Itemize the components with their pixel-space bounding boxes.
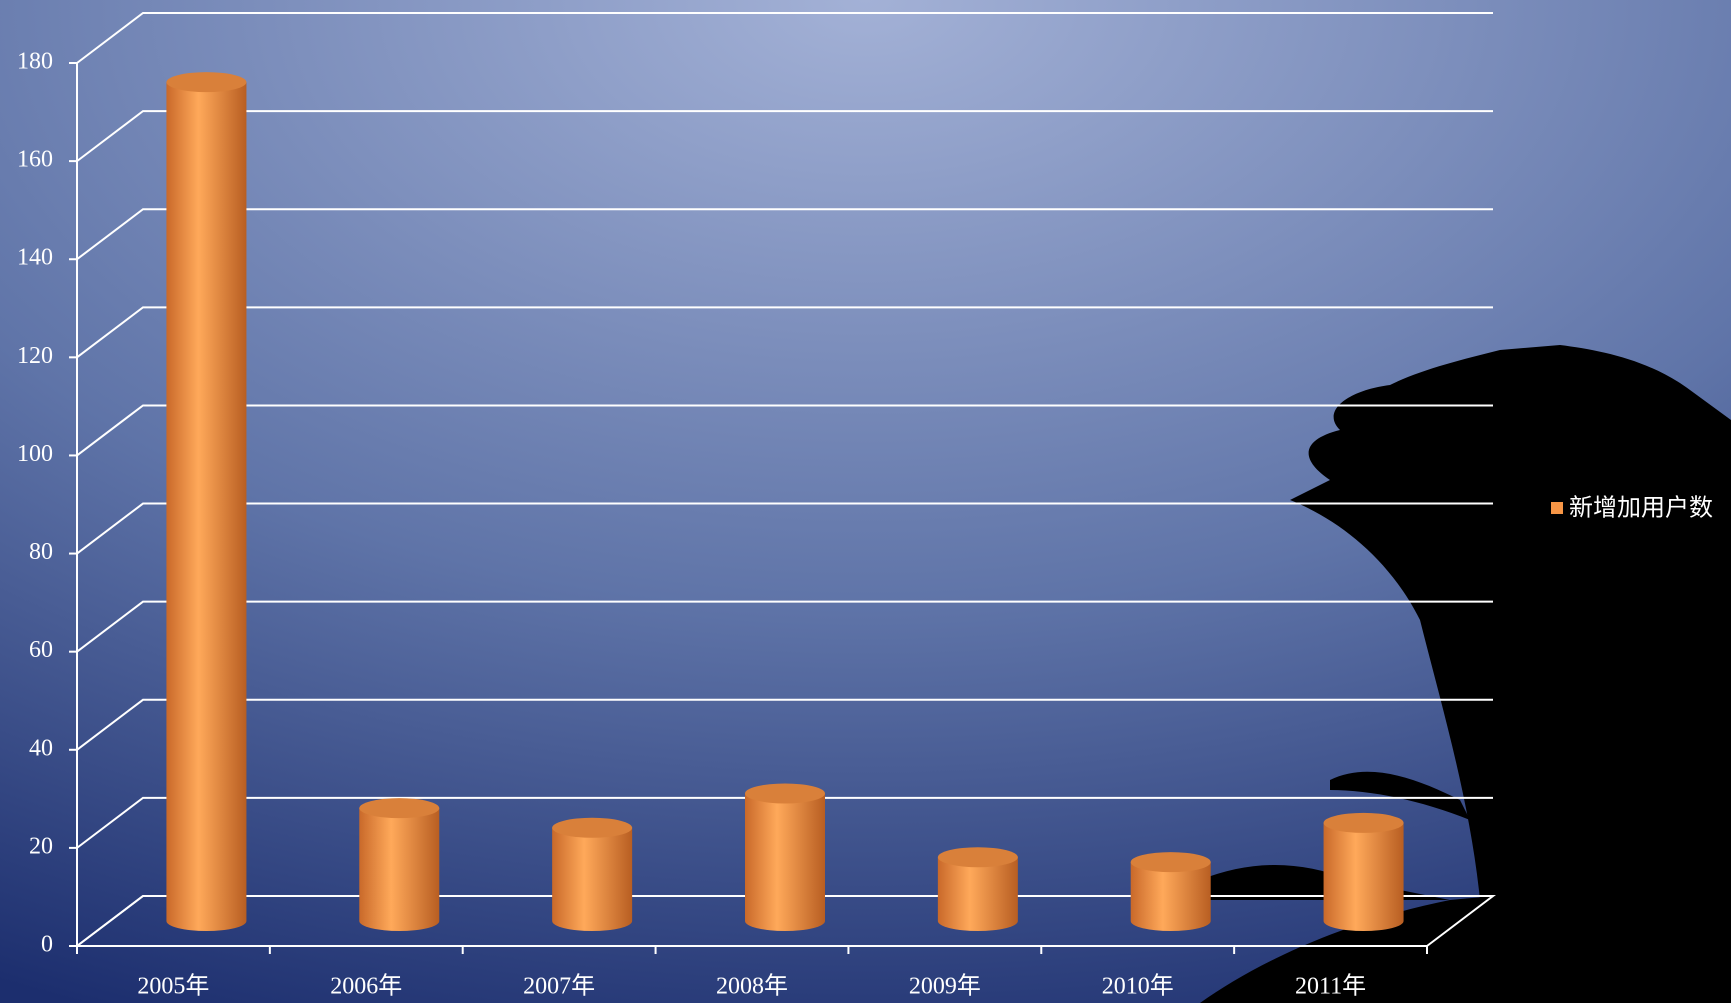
grid-line	[76, 306, 1493, 359]
grid-line	[76, 698, 1493, 751]
grid-line	[76, 796, 1493, 849]
bar	[745, 793, 825, 931]
bar	[1323, 822, 1404, 931]
y-tick-label: 20	[29, 833, 53, 859]
grid-line	[76, 600, 1493, 653]
bar-top	[359, 798, 440, 819]
x-tick-label: 2005年	[137, 973, 209, 1000]
bar-top	[1323, 812, 1404, 833]
grid-line	[76, 404, 1493, 457]
x-tick-label: 2006年	[330, 973, 402, 1000]
bar-top	[745, 783, 825, 804]
y-tick-label: 100	[17, 441, 53, 467]
legend-swatch	[1551, 502, 1563, 514]
x-tick-label: 2007年	[523, 973, 595, 1000]
y-tick-label: 180	[17, 49, 53, 75]
y-tick-label: 0	[41, 932, 53, 958]
x-tick-label: 2009年	[909, 973, 981, 1000]
bar-top	[937, 847, 1018, 868]
x-tick-label: 2011年	[1295, 973, 1366, 1000]
grid-line	[76, 895, 1493, 947]
y-tick-label: 60	[29, 637, 53, 663]
legend-label: 新增加用户数	[1569, 495, 1713, 522]
y-tick-label: 120	[17, 343, 53, 369]
x-tick-label: 2010年	[1102, 973, 1174, 1000]
bar	[359, 808, 440, 931]
grid-line	[76, 12, 1493, 64]
bar	[166, 82, 247, 931]
tree-silhouette	[1200, 345, 1731, 1003]
y-tick-label: 40	[29, 735, 53, 761]
bar	[1130, 862, 1211, 931]
grid-line	[76, 502, 1493, 555]
bar-top	[1130, 852, 1211, 873]
x-tick-label: 2008年	[716, 973, 788, 1000]
y-tick-label: 80	[29, 539, 53, 565]
y-tick-label: 160	[17, 147, 53, 173]
bar-top	[166, 72, 247, 93]
grid-line	[76, 208, 1493, 261]
bar-top	[552, 817, 633, 838]
bar	[937, 857, 1018, 931]
y-tick-label: 140	[17, 245, 53, 271]
grid-line	[76, 110, 1493, 162]
bar	[552, 827, 633, 931]
